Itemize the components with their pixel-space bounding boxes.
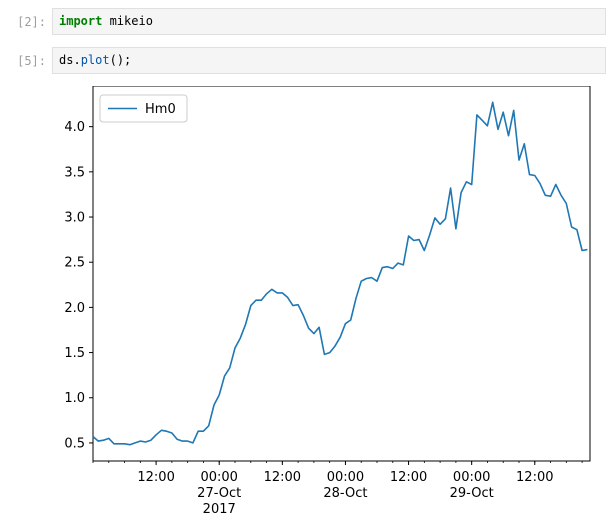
legend-box xyxy=(99,94,188,123)
code-text: mikeio xyxy=(102,14,153,28)
y-tick-label: 4.0 xyxy=(64,120,85,135)
series-line-Hm0 xyxy=(92,101,588,446)
x-tick-label: 2017 xyxy=(203,502,236,517)
x-tick-label: 12:00 xyxy=(137,470,174,485)
line-chart: 0.51.01.52.02.53.03.54.012:00 00:0027-Oct… xyxy=(64,85,591,517)
x-tick-label: 00:00 xyxy=(327,470,364,485)
x-tick-label: 28-Oct xyxy=(323,486,367,501)
code-input[interactable]: import mikeio xyxy=(52,8,606,35)
code-cell-plot[interactable]: [5]: ds.plot(); xyxy=(0,47,606,75)
code-text: (); xyxy=(109,53,132,67)
plot-frame xyxy=(92,85,591,462)
y-tick-label: 2.0 xyxy=(64,301,85,316)
x-tick-label: 12:00 xyxy=(516,470,553,485)
y-tick-label: 0.5 xyxy=(64,436,85,451)
y-tick-label: 3.0 xyxy=(64,211,85,226)
x-tick-label: 29-Oct xyxy=(450,486,494,501)
x-tick-label: 27-Oct xyxy=(197,486,241,501)
x-tick-label: 00:00 xyxy=(453,470,490,485)
code-object: ds. xyxy=(59,53,81,67)
y-tick-label: 2.5 xyxy=(64,256,85,271)
x-tick-label: 00:00 xyxy=(200,470,237,485)
cell-prompt: [5]: xyxy=(17,54,46,68)
code-input[interactable]: ds.plot(); xyxy=(52,47,606,74)
plot-output: 0.5 1.0 1.5 2.0 2.5 3.0 3.5 4.0 12:00 00:00 27-Oct… xyxy=(0,85,606,521)
legend-label: Hm0 xyxy=(145,102,176,117)
code-cell-import[interactable]: [2]: import mikeio xyxy=(0,8,606,36)
x-tick-label: 12:00 xyxy=(264,470,301,485)
x-tick-label: 12:00 xyxy=(390,470,427,485)
y-tick-label: 1.0 xyxy=(64,391,85,406)
code-method: plot xyxy=(80,53,110,67)
code-keyword: import xyxy=(59,14,103,28)
y-tick-label: 1.5 xyxy=(64,346,85,361)
cell-prompt: [2]: xyxy=(17,15,46,29)
y-tick-label: 3.5 xyxy=(64,165,85,180)
